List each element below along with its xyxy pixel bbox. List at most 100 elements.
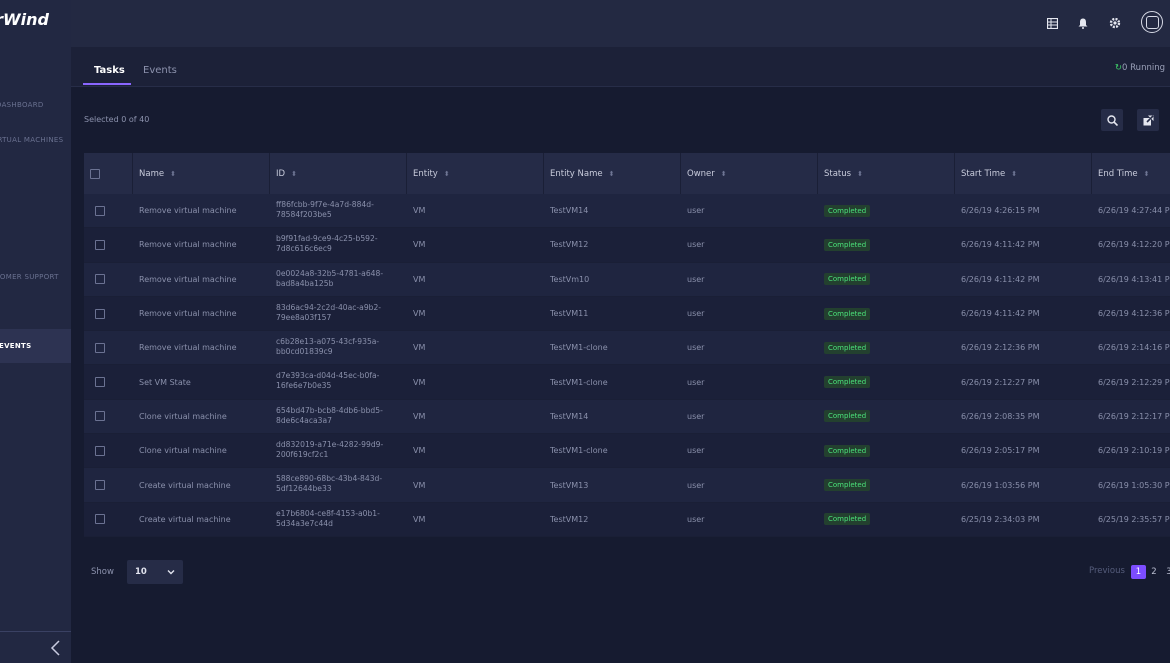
task-owner: user bbox=[687, 274, 705, 284]
search-icon bbox=[1106, 114, 1118, 126]
page-button-2[interactable]: 2 bbox=[1151, 567, 1157, 577]
row-select-cell bbox=[84, 434, 132, 467]
search-button[interactable] bbox=[1101, 109, 1123, 131]
task-entity: VM bbox=[413, 309, 426, 319]
table-row[interactable]: Remove virtual machine b9f91fad-9ce9-4c2… bbox=[84, 228, 1170, 263]
row-checkbox[interactable] bbox=[95, 308, 105, 319]
task-id-line-2: 7d8c616c6ec9 bbox=[276, 244, 332, 254]
status-badge: Completed bbox=[824, 273, 871, 286]
task-entity-name: TestVm10 bbox=[550, 274, 590, 284]
tab-events[interactable]: Events bbox=[143, 65, 177, 76]
row-select-cell bbox=[84, 194, 132, 227]
task-end-time: 6/26/19 4:12:20 PM bbox=[1098, 240, 1170, 250]
header-cell-status[interactable]: Status ⬍ bbox=[817, 153, 954, 194]
column-label: Start Time bbox=[961, 168, 1006, 179]
header-cell-owner[interactable]: Owner ⬍ bbox=[680, 153, 817, 194]
table-row[interactable]: Set VM State d7e393ca-d04d-45ec-b0fa- 16f… bbox=[84, 365, 1170, 400]
sidebar-item-virtual-machines[interactable]: VIRTUAL MACHINES bbox=[0, 123, 71, 157]
active-tab-indicator bbox=[83, 83, 131, 85]
page-size-select[interactable]: 10 bbox=[127, 560, 183, 584]
row-checkbox[interactable] bbox=[95, 480, 105, 491]
task-name: Clone virtual machine bbox=[139, 446, 227, 456]
task-name: Remove virtual machine bbox=[139, 309, 237, 319]
task-entity: VM bbox=[413, 480, 426, 490]
table-row[interactable]: Remove virtual machine 0e0024a8-32b5-478… bbox=[84, 262, 1170, 297]
task-end-time: 6/26/19 1:05:30 PM bbox=[1098, 480, 1170, 490]
task-name: Clone virtual machine bbox=[139, 411, 227, 421]
header-cell-start-time[interactable]: Start Time ⬍ bbox=[954, 153, 1091, 194]
task-start-time: 6/26/19 4:26:15 PM bbox=[961, 206, 1040, 216]
task-owner: user bbox=[687, 411, 705, 421]
header-cell-name[interactable]: Name ⬍ bbox=[132, 153, 269, 194]
row-checkbox[interactable] bbox=[95, 411, 105, 422]
task-owner: user bbox=[687, 446, 705, 456]
sidebar-item-events[interactable]: EVENTS bbox=[0, 329, 71, 363]
task-entity: VM bbox=[413, 206, 426, 216]
page-button-1[interactable]: 1 bbox=[1131, 565, 1146, 579]
task-id-line-2: 79ee8a03f157 bbox=[276, 312, 332, 322]
status-badge: Completed bbox=[824, 479, 871, 492]
tab-bar: Tasks Events ↻0 Running bbox=[71, 47, 1170, 87]
bell-icon[interactable] bbox=[1072, 12, 1094, 34]
row-select-cell bbox=[84, 228, 132, 261]
task-id-line-1: 588ce890-68bc-43b4-843d- bbox=[276, 474, 383, 484]
chevron-left-icon[interactable] bbox=[49, 640, 63, 656]
task-end-time: 6/26/19 4:27:44 PM bbox=[1098, 206, 1170, 216]
sidebar-item-label: EVENTS bbox=[0, 342, 32, 350]
sidebar-item-dashboard[interactable]: DASHBOARD bbox=[0, 88, 71, 122]
header-cell-entity[interactable]: Entity ⬍ bbox=[406, 153, 543, 194]
task-start-time: 6/26/19 4:11:42 PM bbox=[961, 274, 1040, 284]
table-row[interactable]: Remove virtual machine c6b28e13-a075-43c… bbox=[84, 331, 1170, 366]
header-cell-id[interactable]: ID ⬍ bbox=[269, 153, 406, 194]
task-id-line-2: 8de6c4aca3a7 bbox=[276, 415, 332, 425]
page-size-value: 10 bbox=[135, 567, 147, 577]
task-id-line-2: 78584f203be5 bbox=[276, 210, 332, 219]
page-button-3[interactable]: 3 bbox=[1166, 567, 1170, 577]
sidebar-item-customer-support[interactable]: CUSTOMER SUPPORT bbox=[0, 260, 71, 294]
select-all-checkbox[interactable] bbox=[90, 168, 100, 179]
tab-tasks[interactable]: Tasks bbox=[94, 65, 125, 76]
table-row[interactable]: Remove virtual machine 83d6ac94-2c2d-40a… bbox=[84, 296, 1170, 332]
task-entity: VM bbox=[413, 343, 426, 353]
sidebar-footer bbox=[0, 631, 71, 663]
task-id-line-2: bb0cd01839c9 bbox=[276, 347, 333, 357]
task-end-time: 6/26/19 4:13:41 PM bbox=[1098, 274, 1170, 284]
task-entity: VM bbox=[413, 274, 426, 284]
running-indicator[interactable]: ↻0 Running bbox=[1115, 63, 1165, 73]
task-entity-name: TestVM12 bbox=[550, 240, 589, 250]
spinner-icon: ↻ bbox=[1114, 63, 1123, 73]
table-icon[interactable] bbox=[1041, 12, 1063, 34]
avatar[interactable] bbox=[1141, 11, 1163, 33]
table-row[interactable]: Clone virtual machine 654bd47b-bcb8-4db6… bbox=[84, 399, 1170, 435]
table-row[interactable]: Clone virtual machine dd832019-a71e-4282… bbox=[84, 434, 1170, 469]
task-id-line-2: 5d34a3e7c44d bbox=[276, 518, 333, 528]
row-checkbox[interactable] bbox=[95, 274, 105, 285]
gear-icon[interactable] bbox=[1104, 12, 1126, 34]
table-row[interactable]: Remove virtual machine ff86fcbb-9f7e-4a7… bbox=[84, 194, 1170, 229]
tasks-table: Name ⬍ ID ⬍ Entity ⬍ Entity Name ⬍ Owner ⬍ St… bbox=[84, 153, 1170, 537]
app-logo[interactable]: SolarWind bbox=[0, 10, 49, 29]
status-badge: Completed bbox=[824, 307, 871, 320]
table-row[interactable]: Create virtual machine e17b6804-ce8f-415… bbox=[84, 502, 1170, 537]
row-checkbox[interactable] bbox=[95, 445, 105, 456]
column-label: Status bbox=[824, 168, 852, 179]
header-cell-entity-name[interactable]: Entity Name ⬍ bbox=[543, 153, 680, 194]
row-checkbox[interactable] bbox=[95, 239, 105, 250]
pagination-previous[interactable]: Previous bbox=[1089, 566, 1125, 576]
table-row[interactable]: Create virtual machine 588ce890-68bc-43b… bbox=[84, 468, 1170, 503]
row-checkbox[interactable] bbox=[95, 514, 105, 525]
task-entity-name: TestVM11 bbox=[550, 309, 589, 319]
task-end-time: 6/26/19 2:14:16 PM bbox=[1098, 343, 1170, 353]
row-select-cell bbox=[84, 365, 132, 398]
selected-label: Selected bbox=[84, 115, 119, 124]
table-header: Name ⬍ ID ⬍ Entity ⬍ Entity Name ⬍ Owner ⬍ St… bbox=[84, 153, 1170, 194]
header-cell-end-time[interactable]: End Time ⬍ bbox=[1091, 153, 1170, 194]
task-owner: user bbox=[687, 343, 705, 353]
row-checkbox[interactable] bbox=[95, 377, 105, 388]
row-checkbox[interactable] bbox=[95, 205, 105, 216]
export-button[interactable] bbox=[1137, 109, 1159, 131]
row-select-cell bbox=[84, 468, 132, 501]
sort-icon: ⬍ bbox=[608, 169, 615, 178]
task-name: Create virtual machine bbox=[139, 480, 231, 490]
row-checkbox[interactable] bbox=[95, 342, 105, 353]
